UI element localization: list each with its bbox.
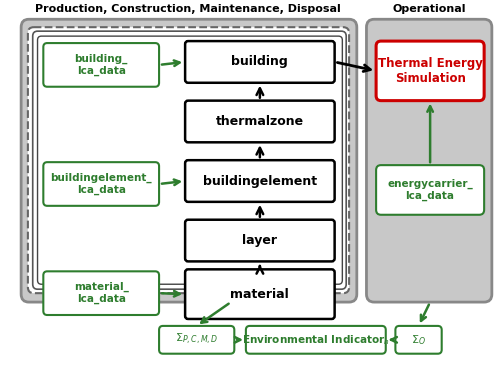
FancyBboxPatch shape <box>185 41 334 83</box>
FancyBboxPatch shape <box>246 326 386 354</box>
Text: Operational: Operational <box>392 4 466 14</box>
FancyBboxPatch shape <box>32 31 346 289</box>
Text: material: material <box>230 288 289 301</box>
Text: building: building <box>232 55 288 68</box>
FancyBboxPatch shape <box>185 220 334 261</box>
Text: buildingelement_
lca_data: buildingelement_ lca_data <box>50 173 152 195</box>
FancyBboxPatch shape <box>21 19 357 302</box>
FancyBboxPatch shape <box>44 43 159 87</box>
Text: building_
lca_data: building_ lca_data <box>74 54 128 76</box>
FancyBboxPatch shape <box>396 326 442 354</box>
Text: energycarrier_
lca_data: energycarrier_ lca_data <box>387 179 473 201</box>
FancyBboxPatch shape <box>376 41 484 101</box>
Text: material_
lca_data: material_ lca_data <box>74 282 128 304</box>
Text: Thermal Energy
Simulation: Thermal Energy Simulation <box>378 57 482 85</box>
FancyBboxPatch shape <box>44 162 159 206</box>
Text: Environmental Indicator$_n$: Environmental Indicator$_n$ <box>242 333 390 347</box>
FancyBboxPatch shape <box>44 271 159 315</box>
FancyBboxPatch shape <box>366 19 492 302</box>
Text: $\Sigma_O$: $\Sigma_O$ <box>411 333 426 347</box>
FancyBboxPatch shape <box>38 36 343 284</box>
Text: buildingelement: buildingelement <box>203 175 317 188</box>
Text: thermalzone: thermalzone <box>216 115 304 128</box>
Text: layer: layer <box>242 234 278 247</box>
FancyBboxPatch shape <box>185 160 334 202</box>
FancyBboxPatch shape <box>28 27 349 293</box>
Text: Production, Construction, Maintenance, Disposal: Production, Construction, Maintenance, D… <box>35 4 341 14</box>
FancyBboxPatch shape <box>185 269 334 319</box>
Text: $\Sigma_{P,C,M,D}$: $\Sigma_{P,C,M,D}$ <box>175 332 218 347</box>
FancyBboxPatch shape <box>376 165 484 215</box>
FancyBboxPatch shape <box>159 326 234 354</box>
FancyBboxPatch shape <box>185 101 334 142</box>
